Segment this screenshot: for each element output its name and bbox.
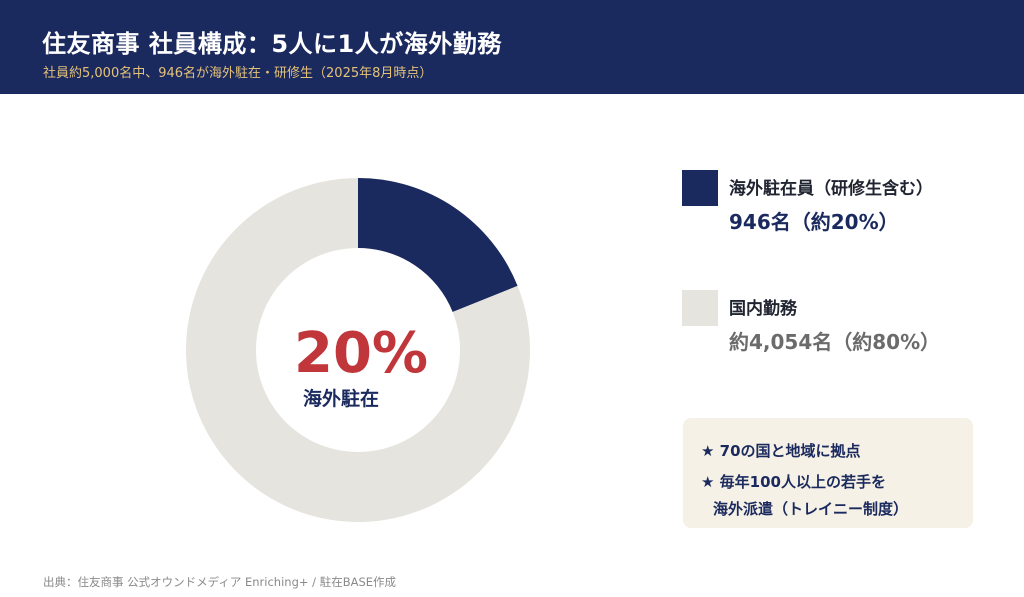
legend-value-overseas: 946名（約20%） [729, 210, 899, 234]
note-line-3: 海外派遣（トレイニー制度） [713, 500, 909, 518]
donut-slice-overseas [358, 178, 518, 312]
legend-label-overseas: 海外駐在員（研修生含む） [729, 179, 933, 199]
legend-swatch-overseas [682, 170, 718, 206]
note-line-2: ★ 毎年100人以上の若手を [701, 473, 886, 491]
page-title: 住友商事 社員構成：5人に1人が海外勤務 [42, 30, 502, 58]
center-label: 海外駐在 [303, 388, 380, 410]
center-percent: 20% [294, 321, 429, 386]
source-note: 出典：住友商事 公式オウンドメディア Enriching+ / 駐在BASE作成 [43, 575, 397, 589]
note-line-1: ★ 70の国と地域に拠点 [701, 442, 861, 460]
highlight-box: ★ 70の国と地域に拠点 ★ 毎年100人以上の若手を 海外派遣（トレイニー制度… [683, 418, 973, 528]
page-subtitle: 社員約5,000名中、946名が海外駐在・研修生（2025年8月時点） [43, 66, 433, 81]
donut-chart [185, 178, 530, 522]
donut-slice-domestic [185, 178, 530, 522]
header-banner: 住友商事 社員構成：5人に1人が海外勤務 社員約5,000名中、946名が海外駐… [0, 0, 1024, 94]
legend-label-domestic: 国内勤務 [729, 299, 797, 319]
legend-swatch-domestic [682, 290, 718, 326]
legend-value-domestic: 約4,054名（約80%） [729, 330, 941, 354]
